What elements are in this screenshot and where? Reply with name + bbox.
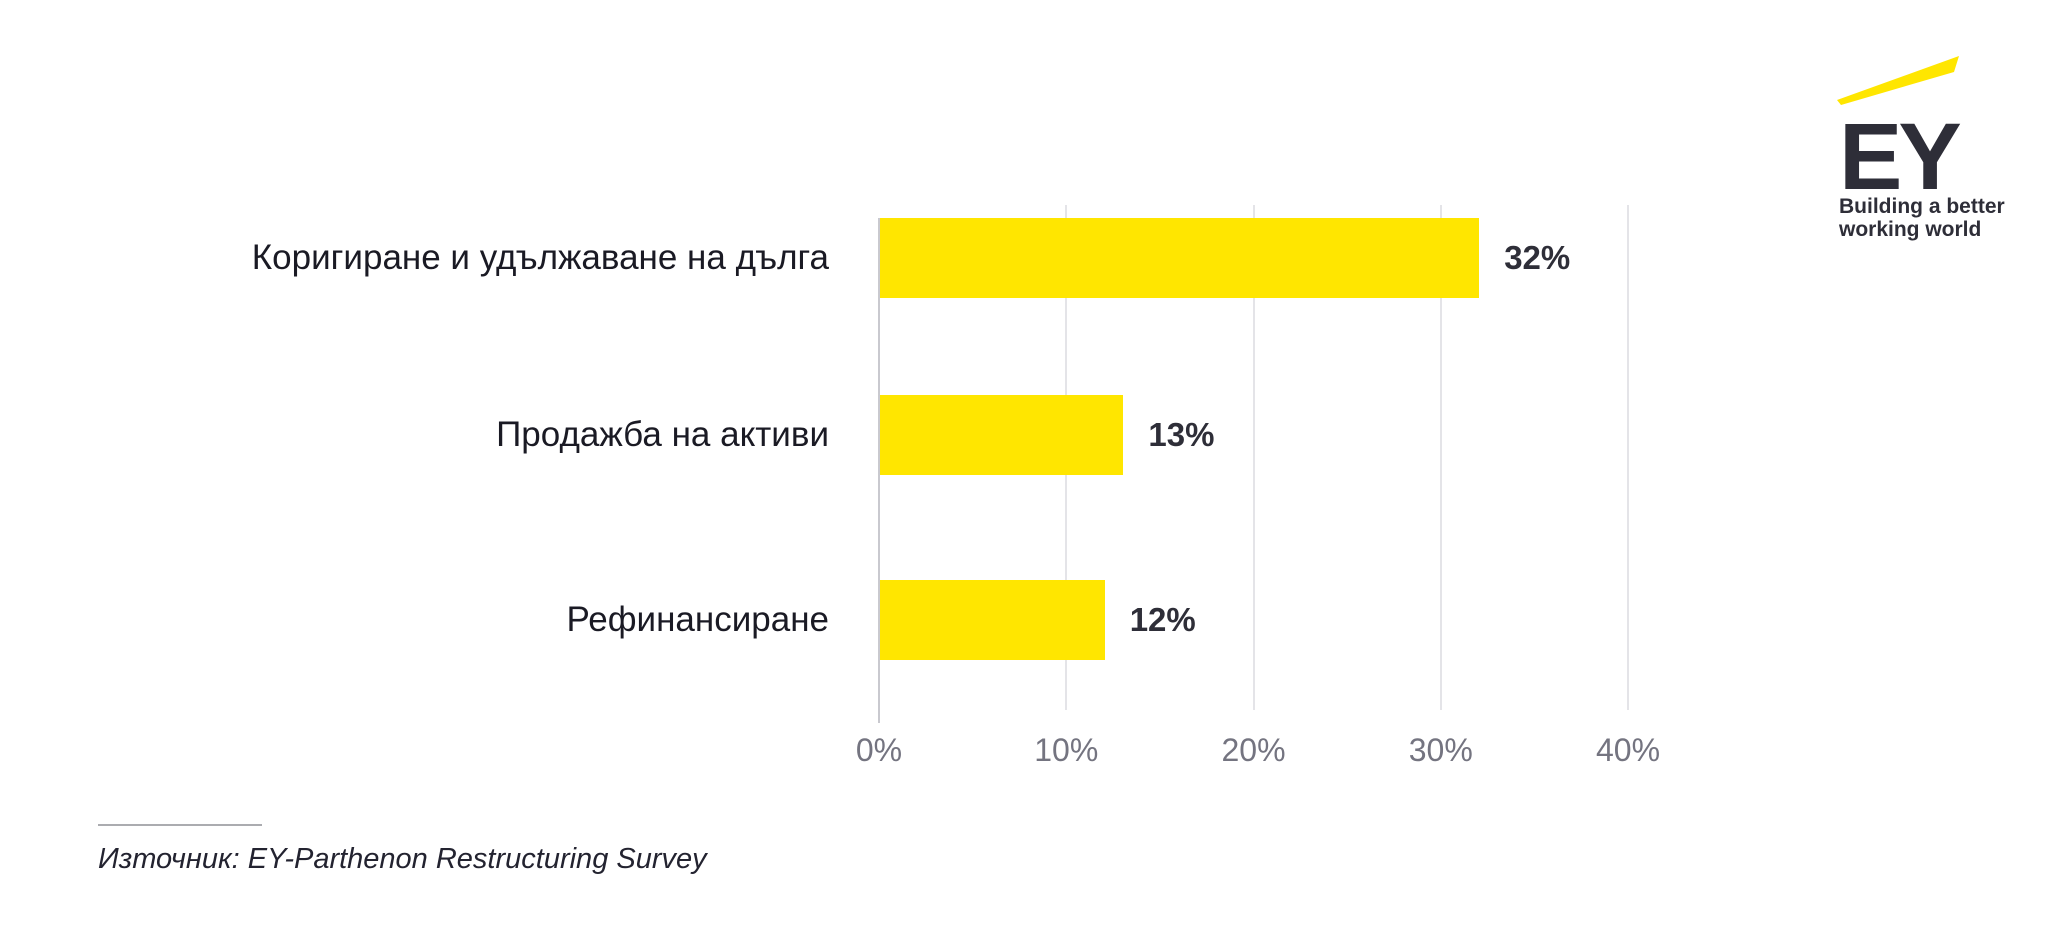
ey-tagline: Building a better working world (1839, 195, 2005, 241)
bar-row: Коригиране и удължаване на дълга 32% (252, 218, 1628, 298)
category-label: Продажба на активи (496, 415, 829, 454)
category-label: Коригиране и удължаване на дълга (251, 238, 829, 277)
bar-row: Рефинансиране 12% (566, 580, 1628, 660)
value-label: 13% (1148, 416, 1215, 453)
category-label: Рефинансиране (566, 600, 829, 639)
source-divider (98, 824, 262, 826)
source-text: Източник: EY-Parthenon Restructuring Sur… (98, 843, 707, 875)
ey-logo: EY Building a better working world (1831, 52, 2041, 252)
value-label: 12% (1129, 601, 1196, 638)
x-tick-label: 30% (1408, 732, 1473, 768)
bar-chart: 0% 10% 20% 30% 40% Коригиране и удължаване на… (252, 205, 1660, 768)
ey-tagline-line2: working world (1839, 218, 1982, 241)
x-tick-label: 0% (855, 732, 903, 768)
ey-wordmark: EY (1839, 104, 1962, 210)
bar (880, 218, 1480, 298)
y-axis-line (878, 218, 880, 723)
x-tick-label: 10% (1034, 732, 1099, 768)
x-tick-label: 40% (1595, 732, 1661, 768)
bar (880, 580, 1105, 660)
bar (880, 395, 1124, 475)
gridline (1252, 205, 1255, 710)
gridline (1439, 205, 1442, 710)
x-tick-label: 20% (1221, 732, 1286, 768)
source-note: Източник: EY-Parthenon Restructuring Sur… (98, 824, 707, 876)
ey-beam-icon (1837, 56, 1959, 105)
ey-tagline-line1: Building a better (1839, 195, 2005, 218)
gridline (1627, 205, 1629, 710)
value-label: 32% (1504, 239, 1571, 276)
bar-row: Продажба на активи 13% (496, 395, 1628, 475)
